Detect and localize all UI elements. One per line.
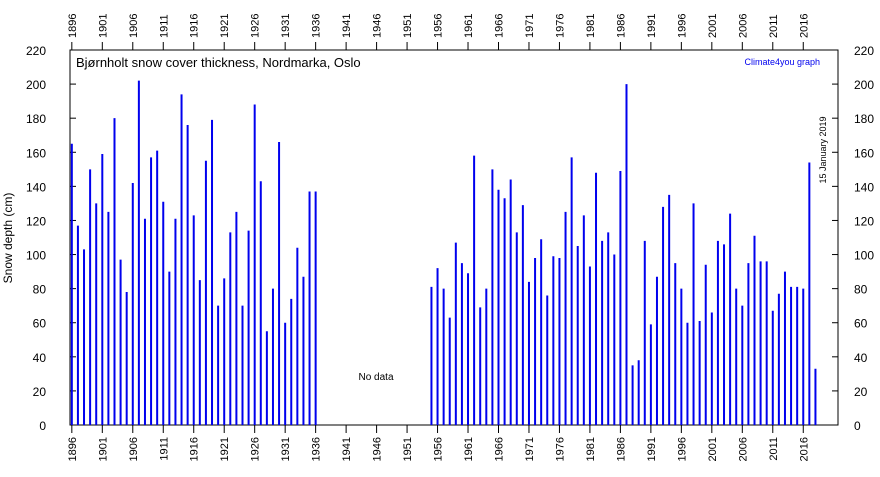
- x-tick-label: 1956: [433, 14, 445, 38]
- x-tick-label: 1936: [311, 437, 323, 461]
- y-tick-label: 220: [854, 44, 874, 58]
- x-tick-label: 2006: [737, 14, 749, 38]
- x-tick-label: 1991: [646, 437, 658, 461]
- date-note: 15 January 2019: [818, 116, 828, 183]
- x-tick-label: 2011: [768, 14, 780, 38]
- x-tick-label: 2001: [707, 437, 719, 461]
- x-tick-label: 1926: [250, 14, 262, 38]
- x-tick-label: 1971: [524, 14, 536, 38]
- x-tick-label: 1971: [524, 437, 536, 461]
- y-tick-label: 100: [26, 249, 46, 263]
- x-tick-label: 2011: [768, 437, 780, 461]
- y-tick-label: 20: [854, 385, 868, 399]
- x-tick-label: 1896: [67, 437, 79, 461]
- y-tick-label: 0: [854, 419, 861, 433]
- chart-title: Bjørnholt snow cover thickness, Nordmark…: [76, 55, 361, 70]
- y-tick-label: 160: [854, 146, 874, 160]
- x-tick-label: 1956: [433, 437, 445, 461]
- y-tick-label: 200: [26, 78, 46, 92]
- y-tick-label: 60: [33, 317, 47, 331]
- y-tick-label: 120: [26, 214, 46, 228]
- x-tick-label: 1921: [219, 14, 231, 38]
- x-tick-label: 2001: [707, 14, 719, 38]
- y-tick-label: 160: [26, 146, 46, 160]
- x-tick-label: 1941: [341, 14, 353, 38]
- x-tick-label: 1966: [493, 437, 505, 461]
- y-tick-label: 120: [854, 214, 874, 228]
- x-tick-label: 1896: [67, 14, 79, 38]
- x-tick-label: 1976: [554, 437, 566, 461]
- y-tick-label: 60: [854, 317, 868, 331]
- credit: Climate4you graph: [744, 57, 820, 67]
- annotation: No data: [358, 372, 393, 383]
- y-tick-label: 220: [26, 44, 46, 58]
- x-tick-label: 1961: [463, 14, 475, 38]
- x-tick-label: 1946: [372, 437, 384, 461]
- y-tick-label: 0: [39, 419, 46, 433]
- x-tick-label: 1981: [585, 437, 597, 461]
- x-tick-label: 1966: [493, 14, 505, 38]
- y-tick-label: 20: [33, 385, 47, 399]
- x-tick-label: 1951: [402, 14, 414, 38]
- x-tick-label: 1996: [676, 14, 688, 38]
- x-tick-label: 1926: [250, 437, 262, 461]
- y-tick-label: 100: [854, 249, 874, 263]
- y-tick-label: 140: [854, 180, 874, 194]
- y-tick-label: 40: [854, 351, 868, 365]
- x-tick-label: 1911: [158, 14, 170, 38]
- x-tick-label: 1921: [219, 437, 231, 461]
- x-tick-label: 1991: [646, 14, 658, 38]
- y-tick-label: 80: [854, 283, 868, 297]
- y-tick-label: 80: [33, 283, 47, 297]
- y-tick-label: 200: [854, 78, 874, 92]
- x-tick-label: 1901: [97, 14, 109, 38]
- x-tick-label: 2016: [798, 14, 810, 38]
- y-tick-label: 40: [33, 351, 47, 365]
- x-tick-label: 1986: [615, 437, 627, 461]
- x-tick-label: 1936: [311, 14, 323, 38]
- x-tick-label: 1946: [372, 14, 384, 38]
- x-tick-label: 1906: [128, 437, 140, 461]
- x-tick-label: 1951: [402, 437, 414, 461]
- x-tick-label: 2006: [737, 437, 749, 461]
- y-axis-label: Snow depth (cm): [1, 193, 15, 284]
- plot-frame: [69, 49, 839, 426]
- x-tick-label: 1931: [280, 437, 292, 461]
- x-tick-label: 1981: [585, 14, 597, 38]
- y-tick-label: 140: [26, 180, 46, 194]
- x-tick-label: 2016: [798, 437, 810, 461]
- x-tick-label: 1941: [341, 437, 353, 461]
- x-tick-label: 1916: [189, 14, 201, 38]
- x-tick-label: 1961: [463, 437, 475, 461]
- x-tick-label: 1916: [189, 437, 201, 461]
- x-tick-label: 1906: [128, 14, 140, 38]
- x-tick-label: 1996: [676, 437, 688, 461]
- y-tick-label: 180: [854, 112, 874, 126]
- x-tick-label: 1901: [97, 437, 109, 461]
- x-tick-label: 1911: [158, 437, 170, 461]
- y-tick-label: 180: [26, 112, 46, 126]
- x-tick-label: 1986: [615, 14, 627, 38]
- x-tick-label: 1931: [280, 14, 292, 38]
- x-tick-label: 1976: [554, 14, 566, 38]
